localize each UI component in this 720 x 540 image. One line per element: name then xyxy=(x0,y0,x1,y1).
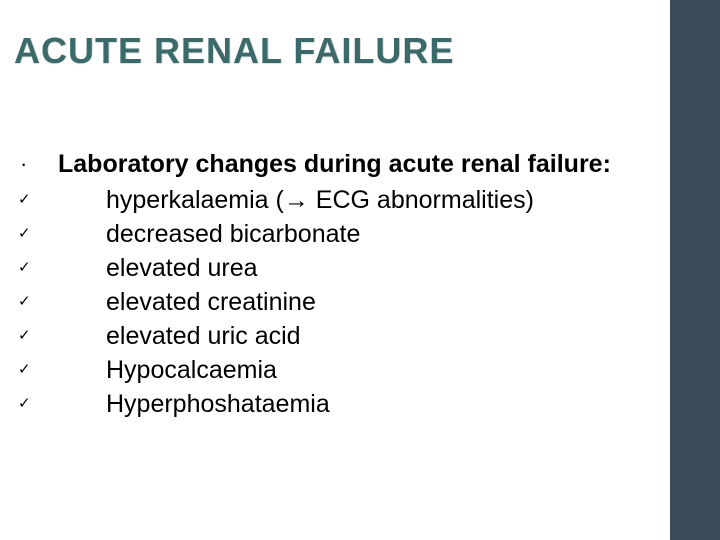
check-icon: ✓ xyxy=(14,388,58,420)
check-icon: ✓ xyxy=(14,286,58,318)
lead-line: · Laboratory changes during acute renal … xyxy=(14,148,654,180)
check-icon: ✓ xyxy=(14,184,58,216)
list-item: ✓ elevated urea xyxy=(14,252,654,284)
slide-content: · Laboratory changes during acute renal … xyxy=(14,148,654,420)
check-icon: ✓ xyxy=(14,320,58,352)
item-text: elevated urea xyxy=(58,252,258,284)
dot-bullet-icon: · xyxy=(14,148,58,180)
slide-area: ACUTE RENAL FAILURE · Laboratory changes… xyxy=(0,0,670,540)
item-text: hyperkalaemia (→ ECG abnormalities) xyxy=(58,184,534,216)
list-item: ✓ decreased bicarbonate xyxy=(14,218,654,250)
item-text: Hyperphoshataemia xyxy=(58,388,330,420)
slide-title: ACUTE RENAL FAILURE xyxy=(14,30,454,72)
list-item: ✓ elevated creatinine xyxy=(14,286,654,318)
check-icon: ✓ xyxy=(14,218,58,250)
list-item: ✓ elevated uric acid xyxy=(14,320,654,352)
item-text: elevated uric acid xyxy=(58,320,301,352)
item-text: Hypocalcaemia xyxy=(58,354,277,386)
item-text: elevated creatinine xyxy=(58,286,316,318)
list-item: ✓ hyperkalaemia (→ ECG abnormalities) xyxy=(14,184,654,216)
lead-text: Laboratory changes during acute renal fa… xyxy=(58,148,611,180)
check-icon: ✓ xyxy=(14,354,58,386)
list-item: ✓ Hypocalcaemia xyxy=(14,354,654,386)
check-icon: ✓ xyxy=(14,252,58,284)
list-item: ✓ Hyperphoshataemia xyxy=(14,388,654,420)
right-sidebar xyxy=(670,0,720,540)
item-text: decreased bicarbonate xyxy=(58,218,360,250)
